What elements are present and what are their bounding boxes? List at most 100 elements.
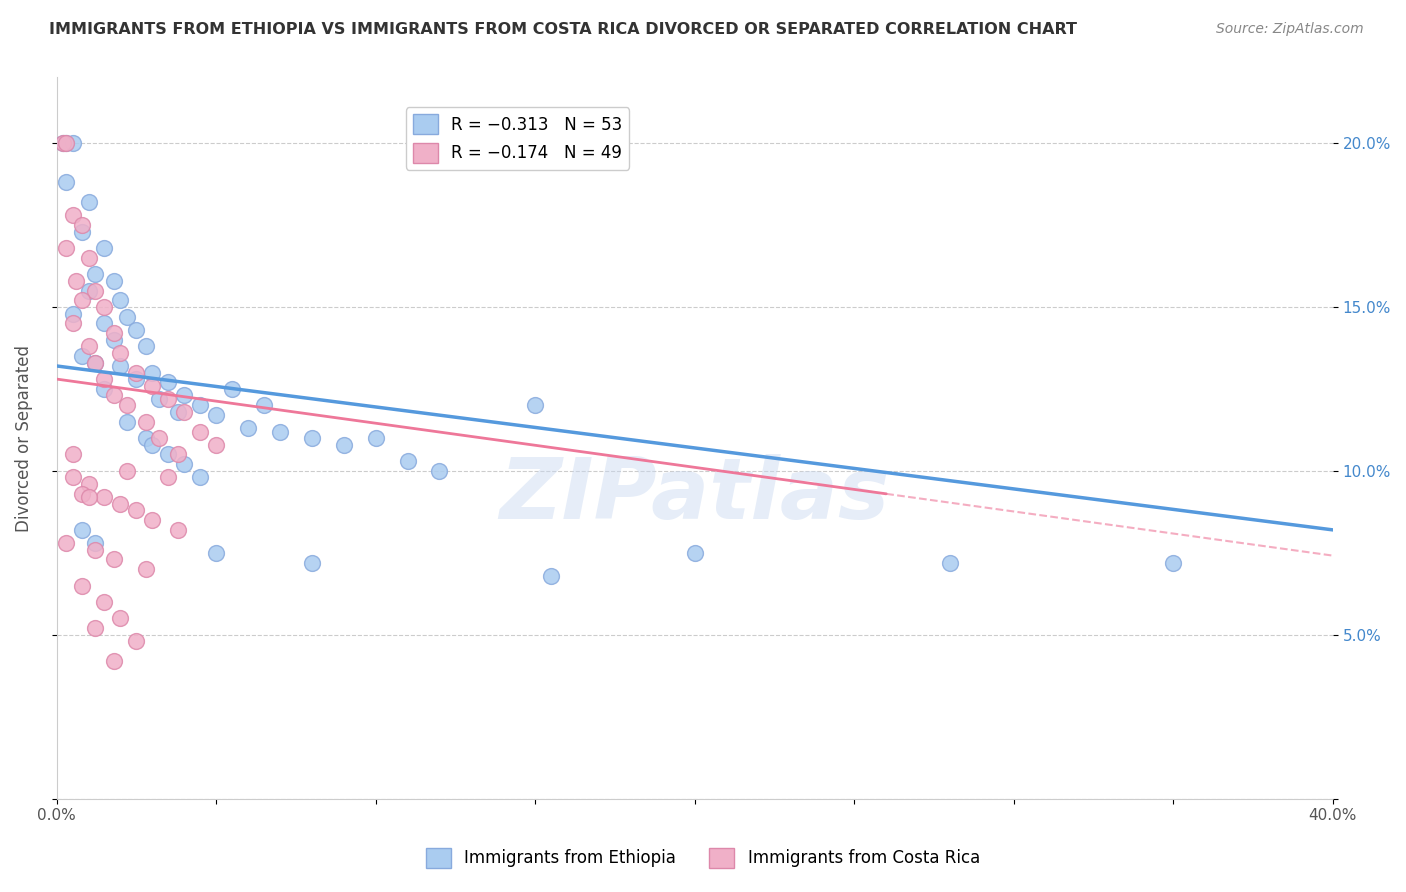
Point bbox=[103, 552, 125, 566]
Point bbox=[135, 415, 157, 429]
Point bbox=[93, 241, 115, 255]
Point bbox=[166, 405, 188, 419]
Point bbox=[103, 388, 125, 402]
Point bbox=[301, 556, 323, 570]
Point bbox=[103, 654, 125, 668]
Text: IMMIGRANTS FROM ETHIOPIA VS IMMIGRANTS FROM COSTA RICA DIVORCED OR SEPARATED COR: IMMIGRANTS FROM ETHIOPIA VS IMMIGRANTS F… bbox=[49, 22, 1077, 37]
Point bbox=[157, 392, 180, 406]
Point bbox=[157, 448, 180, 462]
Point bbox=[77, 339, 100, 353]
Point bbox=[141, 366, 163, 380]
Point bbox=[125, 634, 148, 648]
Point bbox=[77, 284, 100, 298]
Point bbox=[173, 388, 195, 402]
Point bbox=[93, 595, 115, 609]
Point bbox=[157, 470, 180, 484]
Point bbox=[70, 487, 93, 501]
Point bbox=[269, 425, 291, 439]
Point bbox=[70, 218, 93, 232]
Point bbox=[301, 431, 323, 445]
Point bbox=[70, 293, 93, 308]
Point bbox=[77, 194, 100, 209]
Point bbox=[115, 464, 138, 478]
Point bbox=[62, 316, 84, 330]
Y-axis label: Divorced or Separated: Divorced or Separated bbox=[15, 344, 32, 532]
Point bbox=[83, 542, 105, 557]
Point bbox=[173, 458, 195, 472]
Point bbox=[115, 398, 138, 412]
Point bbox=[205, 408, 228, 422]
Point bbox=[221, 382, 243, 396]
Point bbox=[77, 490, 100, 504]
Point bbox=[110, 346, 132, 360]
Point bbox=[148, 392, 170, 406]
Point bbox=[188, 425, 211, 439]
Point bbox=[93, 372, 115, 386]
Point bbox=[396, 454, 419, 468]
Point bbox=[103, 333, 125, 347]
Point bbox=[70, 349, 93, 363]
Point bbox=[364, 431, 387, 445]
Point bbox=[173, 405, 195, 419]
Point bbox=[333, 437, 356, 451]
Point bbox=[103, 326, 125, 341]
Point bbox=[110, 359, 132, 373]
Point bbox=[253, 398, 276, 412]
Point bbox=[125, 503, 148, 517]
Point bbox=[52, 136, 75, 150]
Point bbox=[62, 306, 84, 320]
Point bbox=[55, 136, 77, 150]
Legend: Immigrants from Ethiopia, Immigrants from Costa Rica: Immigrants from Ethiopia, Immigrants fro… bbox=[419, 841, 987, 875]
Point bbox=[125, 372, 148, 386]
Point bbox=[125, 323, 148, 337]
Point bbox=[83, 621, 105, 635]
Point bbox=[166, 523, 188, 537]
Point bbox=[93, 300, 115, 314]
Point bbox=[141, 437, 163, 451]
Point bbox=[148, 431, 170, 445]
Point bbox=[1163, 556, 1185, 570]
Point bbox=[62, 208, 84, 222]
Text: Source: ZipAtlas.com: Source: ZipAtlas.com bbox=[1216, 22, 1364, 37]
Point bbox=[70, 225, 93, 239]
Point bbox=[55, 175, 77, 189]
Point bbox=[55, 136, 77, 150]
Point bbox=[62, 470, 84, 484]
Point bbox=[93, 316, 115, 330]
Point bbox=[83, 356, 105, 370]
Point bbox=[115, 310, 138, 324]
Point bbox=[83, 267, 105, 281]
Point bbox=[205, 437, 228, 451]
Point bbox=[683, 546, 706, 560]
Point bbox=[166, 448, 188, 462]
Point bbox=[70, 523, 93, 537]
Point bbox=[110, 293, 132, 308]
Point bbox=[141, 513, 163, 527]
Point bbox=[188, 470, 211, 484]
Point bbox=[83, 356, 105, 370]
Point bbox=[205, 546, 228, 560]
Point bbox=[93, 382, 115, 396]
Legend: R = −0.313   N = 53, R = −0.174   N = 49: R = −0.313 N = 53, R = −0.174 N = 49 bbox=[406, 107, 628, 169]
Point bbox=[236, 421, 259, 435]
Point bbox=[188, 398, 211, 412]
Point bbox=[65, 274, 87, 288]
Text: ZIPatlas: ZIPatlas bbox=[499, 454, 890, 537]
Point bbox=[103, 274, 125, 288]
Point bbox=[55, 241, 77, 255]
Point bbox=[83, 536, 105, 550]
Point bbox=[540, 569, 562, 583]
Point bbox=[62, 136, 84, 150]
Point bbox=[93, 490, 115, 504]
Point bbox=[524, 398, 547, 412]
Point bbox=[55, 536, 77, 550]
Point bbox=[77, 251, 100, 265]
Point bbox=[939, 556, 962, 570]
Point bbox=[110, 611, 132, 625]
Point bbox=[141, 378, 163, 392]
Point bbox=[125, 366, 148, 380]
Point bbox=[77, 477, 100, 491]
Point bbox=[83, 284, 105, 298]
Point bbox=[429, 464, 451, 478]
Point bbox=[135, 339, 157, 353]
